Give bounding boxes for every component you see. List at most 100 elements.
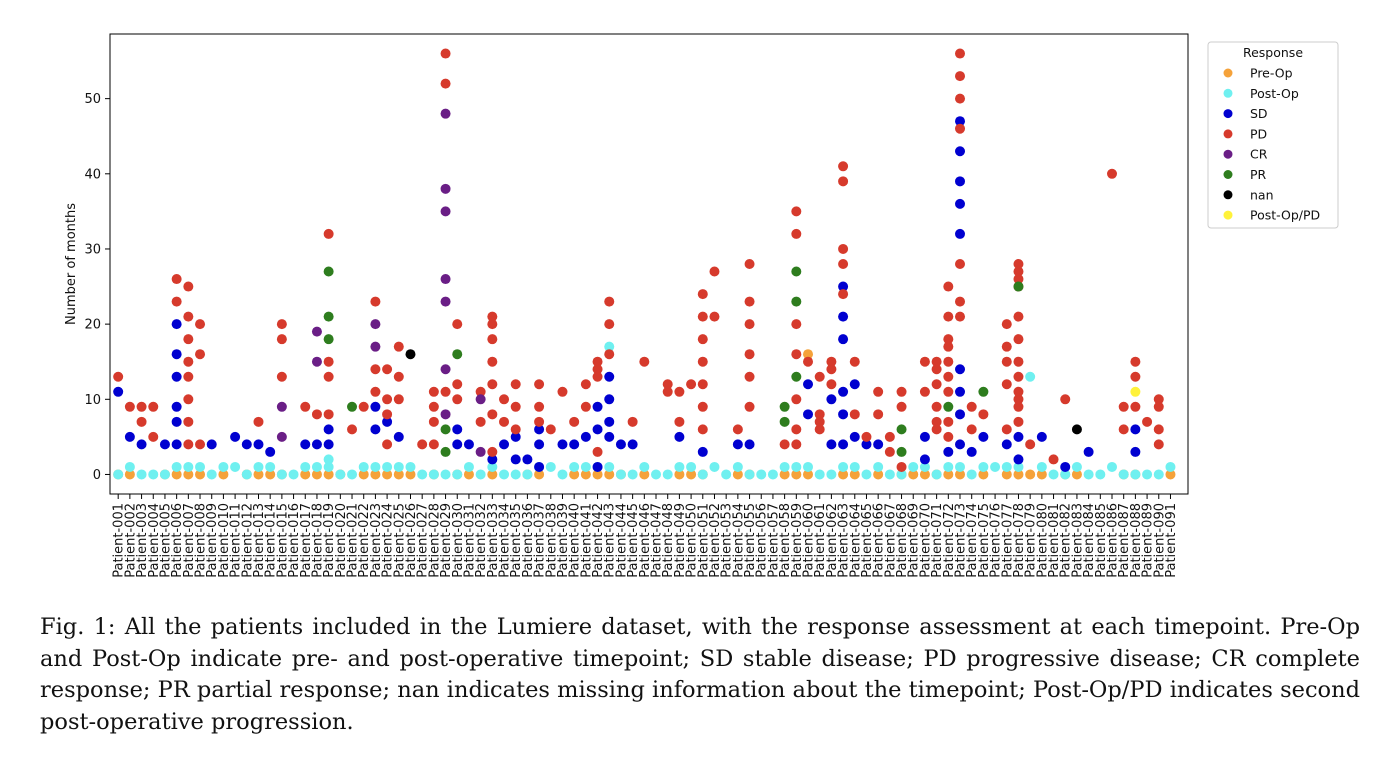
data-point-sd <box>919 431 930 442</box>
data-point-pd <box>1001 319 1012 330</box>
data-point-sd <box>674 431 685 442</box>
data-point-post-op <box>1013 461 1024 472</box>
data-point-pd <box>662 386 673 397</box>
data-point-post-op <box>604 341 615 352</box>
data-point-pd <box>814 416 825 427</box>
data-point-pre-op <box>674 469 685 480</box>
data-point-cr <box>440 274 451 285</box>
data-point-pd <box>955 123 966 134</box>
data-point-sd <box>171 416 182 427</box>
data-point-pd <box>1013 386 1024 397</box>
data-point-pre-op <box>171 469 182 480</box>
data-point-pr <box>791 266 802 277</box>
legend-marker <box>1223 190 1233 200</box>
data-point-pd <box>1001 379 1012 390</box>
data-point-post-op <box>300 461 311 472</box>
data-point-post-op <box>826 469 837 480</box>
x-tick-label: Patient-036 <box>521 503 536 578</box>
data-point-pd <box>919 356 930 367</box>
data-point-post-op <box>1001 461 1012 472</box>
data-point-pd <box>1001 356 1012 367</box>
x-tick-label: Patient-076 <box>989 503 1004 578</box>
data-point-post-op <box>417 469 428 480</box>
x-tick-label: Patient-047 <box>650 503 665 578</box>
data-point-post-op <box>569 461 580 472</box>
legend-label: CR <box>1250 147 1268 162</box>
data-point-pre-op <box>1001 469 1012 480</box>
data-point-pd <box>487 409 498 420</box>
x-tick-label: Patient-050 <box>685 503 700 578</box>
data-point-pd <box>627 416 638 427</box>
data-point-pd <box>545 424 556 435</box>
data-point-pr <box>896 446 907 457</box>
data-point-sd <box>943 446 954 457</box>
data-point-sd <box>604 394 615 405</box>
data-point-pre-op <box>580 469 591 480</box>
x-tick-label: Patient-001 <box>112 503 127 578</box>
x-tick-label: Patient-065 <box>860 503 875 578</box>
x-tick-label: Patient-042 <box>591 503 606 578</box>
data-point-pd <box>744 319 755 330</box>
data-point-post-op <box>241 469 252 480</box>
data-point-sd <box>1013 431 1024 442</box>
x-tick-label: Patient-039 <box>556 503 571 578</box>
data-point-post-op <box>1036 461 1047 472</box>
data-point-sd <box>1130 446 1141 457</box>
data-point-pd <box>534 416 545 427</box>
data-point-pd <box>183 311 194 322</box>
data-point-sd <box>323 424 334 435</box>
data-point-post-op <box>545 461 556 472</box>
data-point-pd <box>592 364 603 375</box>
data-point-pd <box>1153 401 1164 412</box>
x-tick-label: Patient-091 <box>1164 503 1179 578</box>
data-point-pd <box>1001 341 1012 352</box>
data-point-pre-op <box>487 469 498 480</box>
data-point-pd <box>744 371 755 382</box>
scatter-chart: 0 10 20 30 40 50 Number of months Patient-001 Pa… <box>64 33 1339 578</box>
data-point-pd <box>300 401 311 412</box>
data-point-sd <box>826 394 837 405</box>
data-point-pd <box>428 416 439 427</box>
data-point-pre-op <box>779 469 790 480</box>
x-tick-label: Patient-012 <box>240 503 255 578</box>
data-point-pd <box>592 446 603 457</box>
data-point-cr <box>440 183 451 194</box>
data-point-pr <box>896 424 907 435</box>
data-point-post-op <box>814 469 825 480</box>
data-point-post-op <box>686 461 697 472</box>
data-point-sd <box>604 431 615 442</box>
data-point-pr <box>440 446 451 457</box>
data-point-post-op <box>124 461 135 472</box>
x-tick-label: Patient-070 <box>918 503 933 578</box>
x-tick-label: Patient-066 <box>872 503 887 578</box>
data-point-pd <box>428 386 439 397</box>
x-tick-label: Patient-073 <box>954 503 969 578</box>
x-tick-label: Patient-002 <box>123 503 138 578</box>
x-tick-label: Patient-020 <box>334 503 349 578</box>
data-point-sd <box>171 439 182 450</box>
data-point-post-op <box>276 469 287 480</box>
data-point-pre-op <box>218 469 229 480</box>
x-tick-label: Patient-081 <box>1047 503 1062 578</box>
data-point-pre-op <box>370 469 381 480</box>
data-point-post-op <box>849 461 860 472</box>
data-point-sd <box>1013 454 1024 465</box>
data-point-sd <box>534 461 545 472</box>
data-point-pd <box>323 228 334 239</box>
x-tick-label: Patient-014 <box>264 503 279 578</box>
x-tick-label: Patient-019 <box>322 503 337 578</box>
data-point-pd <box>709 311 720 322</box>
data-point-pd <box>803 356 814 367</box>
data-point-sd <box>265 446 276 457</box>
data-point-post-op <box>955 461 966 472</box>
figure-caption: Fig. 1: All the patients included in the… <box>40 614 1360 735</box>
data-point-pd <box>183 439 194 450</box>
data-point-pd <box>884 446 895 457</box>
data-point-pd <box>1013 311 1024 322</box>
data-point-pr <box>452 349 463 360</box>
x-tick-label: Patient-062 <box>825 503 840 578</box>
x-tick-label: Patient-059 <box>790 503 805 578</box>
data-point-post-op <box>1071 461 1082 472</box>
data-point-pd <box>826 356 837 367</box>
